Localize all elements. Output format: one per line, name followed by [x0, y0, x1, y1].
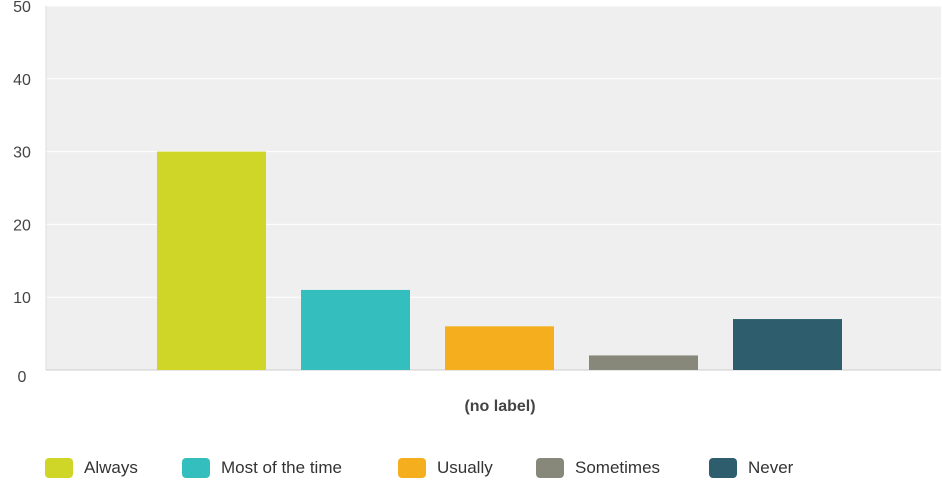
bar-sometimes[interactable]: [589, 355, 698, 370]
y-tick-label: 20: [13, 217, 31, 234]
bar-most-of-the-time[interactable]: [301, 289, 410, 370]
y-axis-ticks: 0 10 20 30 40 50: [13, 0, 31, 386]
legend-swatch: [45, 458, 73, 478]
legend-swatch: [709, 458, 737, 478]
legend-item-never[interactable]: Never: [709, 455, 793, 481]
legend-item-sometimes[interactable]: Sometimes: [536, 455, 660, 481]
legend-item-usually[interactable]: Usually: [398, 455, 493, 481]
legend: Always Most of the time Usually Sometimes Ne…: [0, 455, 942, 481]
bar-always[interactable]: [157, 151, 266, 370]
y-tick-label: 50: [13, 0, 31, 16]
x-axis-label: (no label): [464, 398, 535, 415]
legend-item-most-of-the-time[interactable]: Most of the time: [182, 455, 342, 481]
y-tick-label: 30: [13, 145, 31, 162]
legend-label: Sometimes: [575, 458, 661, 477]
legend-label: Usually: [437, 458, 493, 477]
bar-never[interactable]: [733, 319, 842, 370]
legend-swatch: [536, 458, 564, 478]
bar-chart: 0 10 20 30 40 50 (no label): [13, 0, 941, 415]
legend-label: Never: [748, 458, 794, 477]
legend-swatch: [398, 458, 426, 478]
legend-label: Always: [84, 458, 138, 477]
y-tick-label: 40: [13, 72, 31, 89]
y-tick-label: 0: [18, 369, 27, 386]
bars: [157, 151, 842, 370]
legend-swatch: [182, 458, 210, 478]
bar-usually[interactable]: [445, 326, 554, 370]
legend-item-always[interactable]: Always: [45, 455, 138, 481]
y-tick-label: 10: [13, 290, 31, 307]
legend-label: Most of the time: [221, 458, 342, 477]
